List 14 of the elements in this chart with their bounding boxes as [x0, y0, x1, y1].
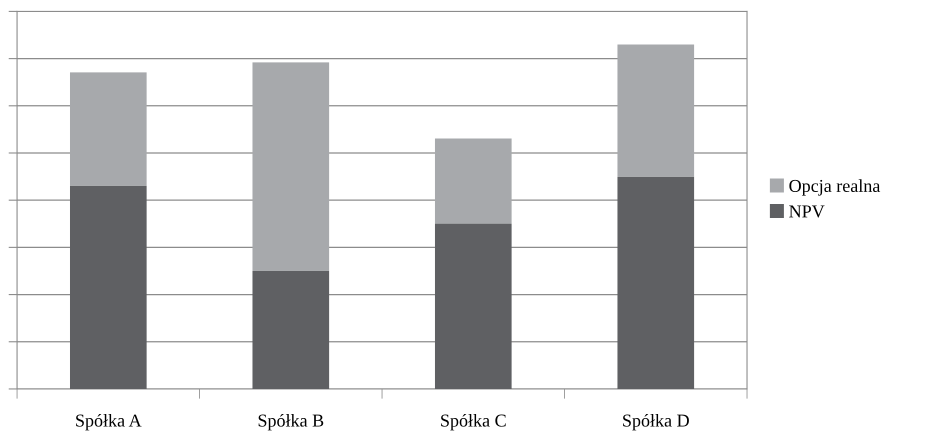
bar: [70, 186, 147, 389]
bar: [434, 138, 512, 224]
legend-label: Opcja realna: [789, 179, 880, 196]
bar: [70, 72, 147, 186]
x-tick-label: Spółka A: [76, 414, 142, 430]
x-tick-label: Spółka D: [623, 414, 689, 430]
bar: [252, 270, 330, 389]
bar: [617, 44, 694, 177]
bar: [617, 176, 694, 389]
legend-label: NPV: [789, 206, 825, 218]
x-tick-label: Spółka C: [441, 414, 506, 430]
x-tick-label: Spółka B: [258, 414, 324, 430]
bar: [252, 62, 330, 271]
bar: [434, 224, 512, 389]
